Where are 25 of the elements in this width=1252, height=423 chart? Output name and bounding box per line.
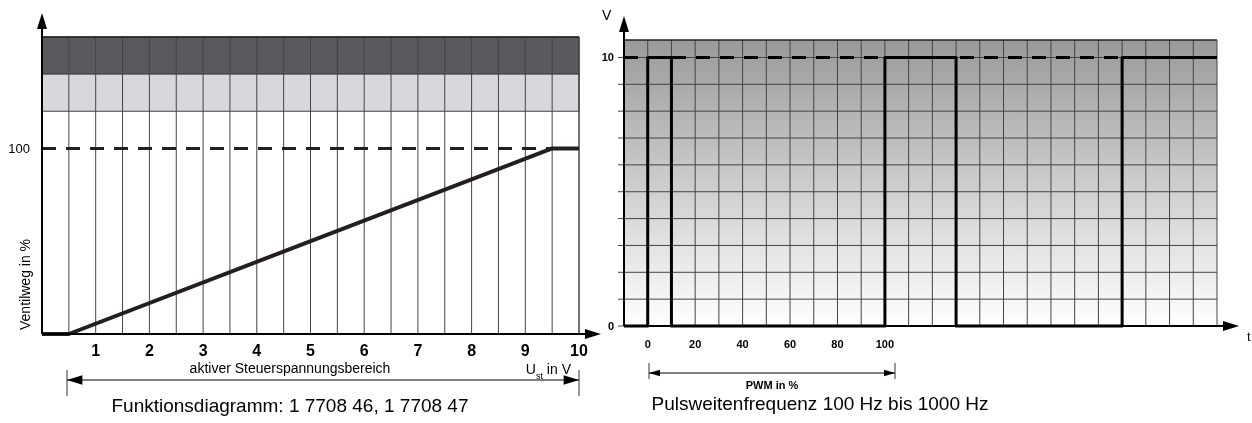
x-axis-title: t	[1247, 329, 1251, 344]
x-axis-title: U$_{st}$ in V	[525, 361, 572, 381]
y-axis-title: Ventilweg in %	[17, 238, 33, 330]
ref-line-label: 100	[8, 141, 30, 157]
x-tick-label: 8	[467, 342, 477, 359]
x-tick-label: 1	[91, 342, 101, 359]
x-tick-label: 7	[413, 342, 423, 359]
x-tick-label: 40	[736, 338, 749, 350]
x-tick-label: 80	[831, 338, 844, 350]
x-tick-label: 10	[570, 342, 588, 359]
text: PWM in %	[745, 379, 799, 391]
text: Pulsweitenfrequenz 100 Hz bis 1000 Hz	[651, 393, 989, 414]
x-tick-label: 2	[144, 342, 154, 359]
x-tick-label: 3	[198, 342, 208, 359]
x-tick-label: 20	[689, 338, 702, 350]
x-tick-label: 6	[359, 342, 369, 359]
x-tick-label: 9	[520, 342, 530, 359]
x-tick-label: 100	[875, 338, 895, 350]
y-axis-title: V	[602, 7, 612, 23]
text: aktiver Steuerspannungsbereich	[189, 360, 391, 376]
text: Funktionsdiagramm: 1 7708 46, 1 7708 47	[111, 395, 469, 416]
x-tick-label: 60	[783, 338, 797, 350]
x-tick-label: 5	[306, 342, 316, 359]
x-tick-label: 4	[252, 342, 262, 359]
x-tick-label: 0	[644, 338, 651, 350]
